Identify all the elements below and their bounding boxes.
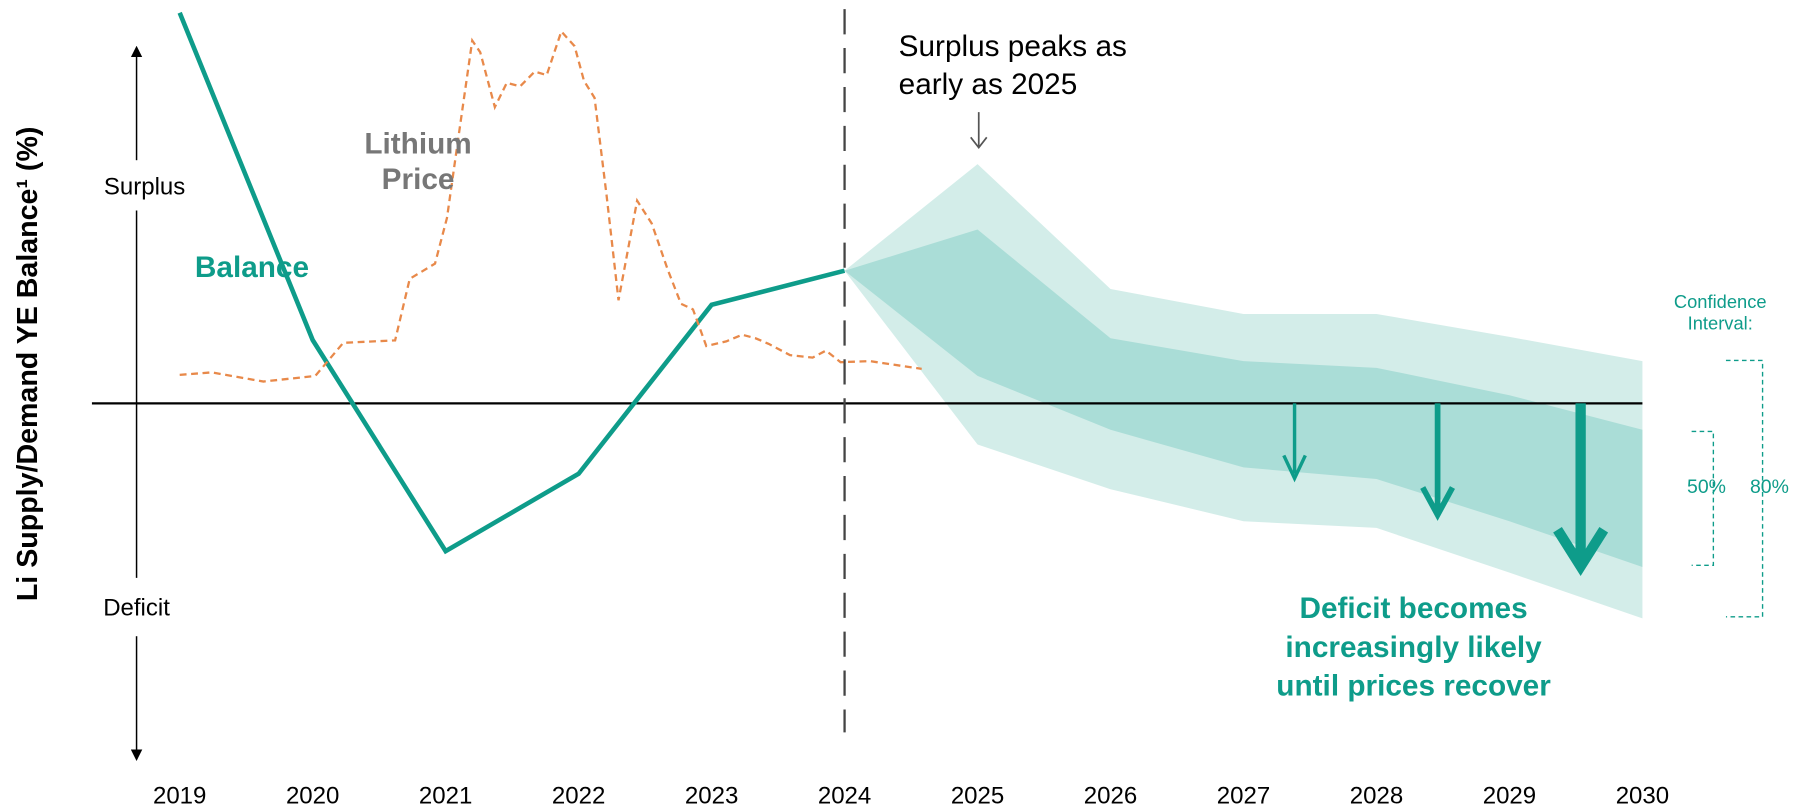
legend-entry: 80% [1749,476,1789,498]
series-label-box: Balance [194,249,310,284]
annotation-box: Deficit becomes increasingly likely unti… [1276,590,1551,703]
x-tick-label: 2030 [1616,782,1669,809]
x-tick-label: 2025 [951,782,1004,809]
annotation: Deficit becomes increasingly likely unti… [1276,590,1551,703]
x-tick-label: 2027 [1217,782,1270,809]
legend-title-box: Confidence Interval: [1673,292,1767,335]
x-tick-label: 2019 [153,782,206,809]
x-tick-label: 2023 [685,782,738,809]
x-tick-label: 2022 [552,782,605,809]
x-tick-label: 2021 [419,782,472,809]
x-tick-label: 2028 [1350,782,1403,809]
deficit-arrow [1420,403,1455,521]
price-line [179,29,922,383]
deficit-label: Deficit [103,595,170,622]
legend-entry: 50% [1687,476,1726,498]
series-label-box: Lithium Price [364,125,472,196]
ci-brackets [1691,359,1764,618]
legend-entry-box: 50% [1687,476,1726,498]
bands [844,164,1643,619]
surplus-label: Surplus [104,174,185,201]
y-axis-title: Li Supply/Demand YE Balance¹ (%) [12,127,44,602]
balance-line [177,11,846,555]
deficit-arrow [1282,403,1307,483]
legend-title: Confidence Interval: [1673,292,1767,335]
series-label: Balance [194,249,310,284]
annotation-box: Surplus peaks as early as 2025 [898,28,1127,101]
annotation: Surplus peaks as early as 2025 [898,28,1127,101]
x-tick-label: 2024 [818,782,871,809]
confidence-band [844,229,1643,567]
x-tick-label: 2020 [286,782,339,809]
legend-entry-box: 80% [1749,476,1789,498]
annotation-arrow [970,112,988,150]
x-tick-label: 2026 [1084,782,1137,809]
deficit-arrow [1553,403,1609,577]
series-label: Lithium Price [364,125,472,196]
x-tick-label: 2029 [1483,782,1536,809]
